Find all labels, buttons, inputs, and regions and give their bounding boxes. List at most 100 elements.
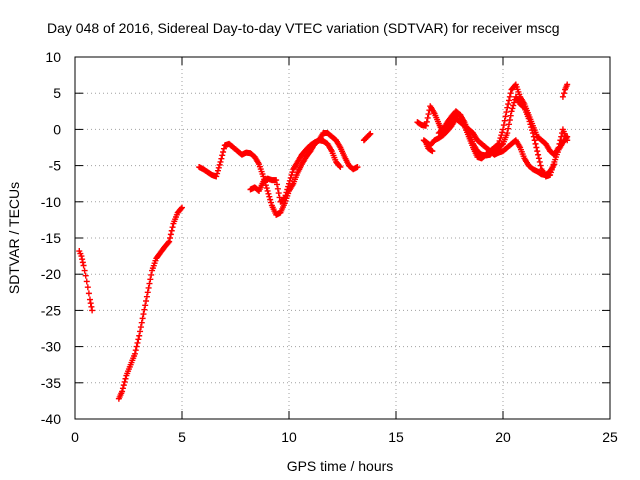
- data-point: [500, 122, 507, 129]
- data-point: [536, 158, 543, 165]
- data-point: [83, 278, 90, 285]
- data-point: [167, 235, 174, 241]
- data-point: [494, 141, 501, 148]
- data-point: [268, 199, 275, 206]
- data-point: [286, 177, 293, 184]
- data-point: [564, 137, 571, 144]
- data-point: [505, 121, 512, 128]
- data-point: [220, 148, 227, 155]
- data-point: [267, 196, 274, 203]
- data-point: [534, 148, 541, 155]
- data-point: [266, 193, 273, 200]
- data-point: [265, 190, 272, 197]
- data-point: [274, 185, 281, 192]
- data-point: [215, 164, 222, 171]
- data-point: [505, 97, 512, 104]
- data-point: [508, 108, 515, 115]
- y-tick-label: 5: [53, 85, 61, 101]
- data-point: [137, 324, 144, 331]
- data-point: [551, 161, 558, 168]
- y-tick-label: -15: [41, 230, 61, 246]
- data-point: [122, 375, 129, 382]
- data-point: [510, 102, 517, 109]
- data-point: [284, 186, 291, 193]
- y-tick-label: -20: [41, 266, 61, 282]
- data-point: [504, 130, 511, 137]
- data-point: [500, 126, 506, 133]
- data-point: [509, 105, 516, 112]
- data-point: [283, 189, 290, 196]
- data-point: [289, 169, 296, 176]
- data-point: [354, 164, 361, 171]
- x-tick-labels: 0 5 10 15 20 25: [71, 429, 618, 445]
- data-point: [497, 135, 504, 142]
- data-point: [217, 158, 224, 165]
- data-point: [263, 185, 270, 192]
- data-point: [507, 90, 514, 97]
- data-point: [132, 347, 139, 354]
- data-point: [287, 174, 294, 181]
- data-point: [260, 173, 267, 180]
- y-tick-label: -10: [41, 194, 61, 210]
- data-point: [535, 155, 542, 162]
- data-point: [167, 231, 174, 238]
- data-point: [285, 183, 292, 190]
- data-point: [78, 253, 85, 260]
- grid: [75, 57, 610, 419]
- data-point: [558, 133, 565, 140]
- data-point: [425, 111, 432, 118]
- data-point: [166, 238, 173, 245]
- data-point: [143, 297, 150, 304]
- data-point: [142, 302, 149, 309]
- data-point: [504, 104, 511, 111]
- data-point: [213, 173, 220, 180]
- axis-ticks: [74, 56, 611, 420]
- y-tick-label: 10: [45, 49, 61, 65]
- data-point: [214, 170, 221, 177]
- data-point: [498, 132, 505, 139]
- data-point: [85, 290, 92, 297]
- data-point: [288, 172, 295, 179]
- data-point: [505, 101, 512, 108]
- data-point: [499, 129, 506, 136]
- data-point: [281, 195, 288, 202]
- data-point: [214, 167, 221, 174]
- data-point: [148, 271, 155, 278]
- data-point: [505, 125, 512, 132]
- data-point: [134, 339, 141, 346]
- data-point: [496, 137, 503, 144]
- data-point: [80, 262, 87, 269]
- data-point: [535, 151, 542, 158]
- data-point: [503, 109, 510, 116]
- data-point: [131, 350, 138, 357]
- data-point: [495, 140, 502, 147]
- data-point: [140, 311, 147, 318]
- data-point: [532, 140, 539, 147]
- data-point: [84, 284, 91, 291]
- data-point: [133, 343, 140, 350]
- data-point: [79, 259, 86, 266]
- data-point: [502, 113, 509, 120]
- data-point: [141, 306, 148, 313]
- data-point: [219, 152, 226, 159]
- data-point: [136, 332, 143, 339]
- data-point: [423, 118, 430, 125]
- data-point: [87, 300, 94, 307]
- data-point: [178, 205, 185, 212]
- data-point: [564, 81, 571, 88]
- y-tick-labels: -40 -35 -30 -25 -20 -15 -10 -5 0 5 10: [41, 49, 61, 427]
- y-tick-label: -35: [41, 375, 61, 391]
- data-point: [165, 239, 172, 246]
- data-point: [81, 267, 88, 274]
- data-point: [220, 145, 227, 152]
- x-tick-label: 25: [602, 429, 618, 445]
- data-point: [422, 122, 429, 129]
- data-point: [429, 148, 436, 155]
- data-point: [137, 328, 144, 335]
- y-tick-label: -25: [41, 302, 61, 318]
- data-point: [531, 137, 538, 144]
- data-point: [555, 144, 562, 151]
- y-tick-label: -5: [49, 158, 62, 174]
- data-point: [367, 130, 374, 137]
